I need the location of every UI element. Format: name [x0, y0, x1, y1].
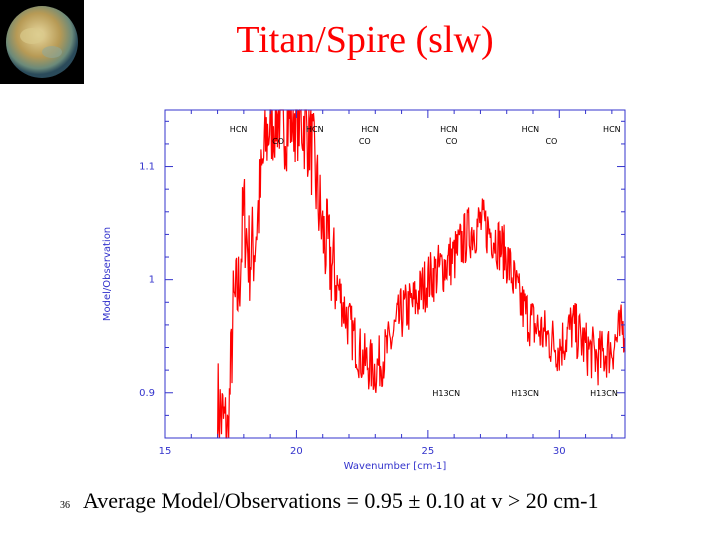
annotations: HCN CO HCN HCN CO HCN CO HCN CO HCN H13CN H13CN H13C… [230, 125, 621, 398]
slide-caption: Average Model/Observations = 0.95 ± 0.10… [72, 488, 712, 514]
line-annotation: HCN [306, 125, 324, 134]
line-annotation: CO [272, 137, 284, 146]
line-annotation: HCN [230, 125, 248, 134]
line-annotation: CO [359, 137, 371, 146]
y-tick-label: 1 [149, 275, 155, 286]
slide-title: Titan/Spire (slw) [236, 19, 494, 61]
plot-frame [164, 109, 626, 439]
x-axis-label: Wavenumber [cm-1] [344, 461, 447, 472]
line-annotation: HCN [361, 125, 379, 134]
line-annotation: HCN [440, 125, 458, 134]
line-annotation: CO [446, 137, 458, 146]
series-group [217, 109, 626, 439]
isotope-annotation: H13CN [432, 389, 460, 398]
y-axis-label: Model/Observation [102, 227, 113, 321]
series-line [217, 109, 626, 439]
isotope-annotation: H13CN [511, 389, 539, 398]
caption-text: Average Model/Observations = 0.95 ± 0.10… [83, 488, 599, 513]
titan-thumbnail [0, 0, 84, 84]
y-tick-label: 1.1 [139, 162, 155, 173]
isotope-annotation: H13CN [590, 389, 618, 398]
y-tick-label: 0.9 [139, 388, 155, 399]
line-annotation: CO [545, 137, 557, 146]
x-tick-label: 20 [290, 446, 303, 457]
x-tick-label: 15 [159, 446, 172, 457]
x-tick-label: 30 [553, 446, 566, 457]
titan-planet-icon [6, 6, 78, 78]
x-tick-label: 25 [421, 446, 434, 457]
line-annotation: HCN [603, 125, 621, 134]
slide-number: 36 [60, 500, 70, 511]
axis-ticks: 15 20 25 30 0.9 1 1.1 [139, 110, 625, 457]
line-annotation: HCN [522, 125, 540, 134]
